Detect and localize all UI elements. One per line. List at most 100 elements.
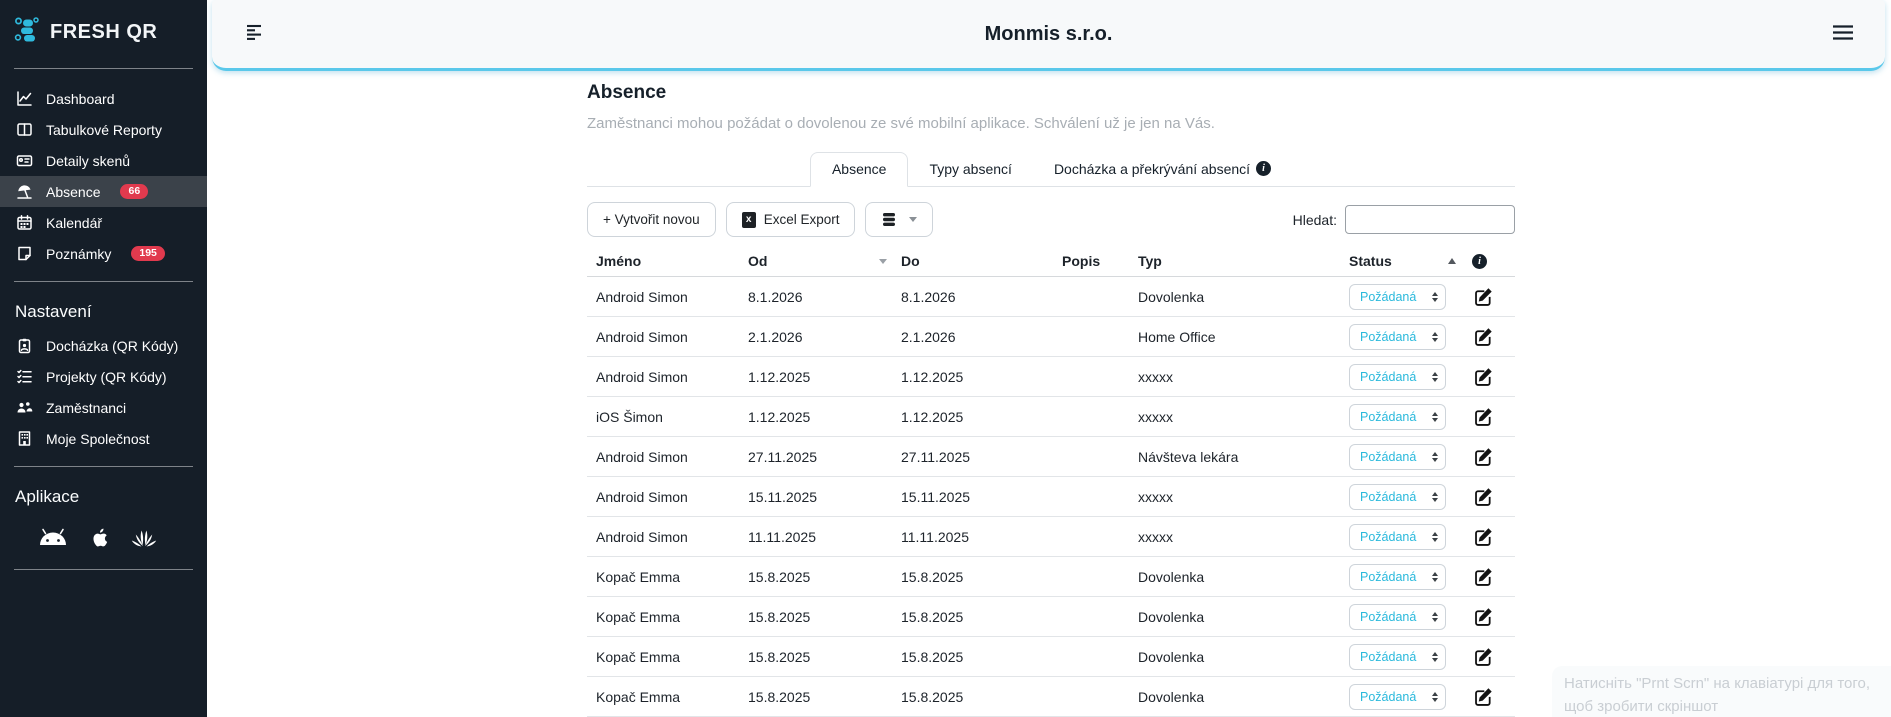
sidebar-item-label: Detaily skenů bbox=[46, 152, 131, 169]
screenshot-hint-overlay: Натисніть "Prnt Scrn" на клавіатурі для … bbox=[1552, 666, 1891, 717]
sort-caret-od-icon[interactable] bbox=[879, 258, 887, 264]
create-new-button[interactable]: + Vytvořit novou bbox=[587, 202, 716, 237]
edit-button[interactable] bbox=[1472, 285, 1495, 308]
column-header-info[interactable]: i bbox=[1472, 253, 1524, 269]
excel-file-icon: x bbox=[741, 211, 756, 228]
tab-typy-absenci[interactable]: Typy absencí bbox=[908, 152, 1033, 186]
status-select[interactable]: Požádaná bbox=[1349, 443, 1446, 470]
apple-app-icon[interactable] bbox=[91, 525, 108, 551]
app-links bbox=[0, 515, 207, 563]
cell-status: Požádaná bbox=[1349, 363, 1472, 390]
edit-button[interactable] bbox=[1472, 645, 1495, 668]
absence-table: Jméno Od Do Popis Typ Status i bbox=[587, 246, 1515, 717]
column-header-typ[interactable]: Typ bbox=[1138, 253, 1162, 269]
status-select[interactable]: Požádaná bbox=[1349, 683, 1446, 710]
status-select[interactable]: Požádaná bbox=[1349, 363, 1446, 390]
toolbar: + Vytvořit novou x Excel Export bbox=[587, 202, 1515, 237]
column-header-jmeno[interactable]: Jméno bbox=[596, 253, 642, 269]
cell-jmeno: iOS Šimon bbox=[596, 408, 663, 425]
sidebar-item-label: Docházka (QR Kódy) bbox=[46, 337, 179, 354]
sidebar-item-dashboard[interactable]: Dashboard bbox=[0, 83, 207, 114]
company-title: Monmis s.r.o. bbox=[984, 22, 1113, 45]
tab-dochazka-a-prekryvani-absenci[interactable]: Docházka a překrývání absencí i bbox=[1033, 152, 1292, 186]
excel-export-button[interactable]: x Excel Export bbox=[725, 202, 856, 237]
calendar-icon bbox=[15, 214, 33, 232]
table-header-row: Jméno Od Do Popis Typ Status i bbox=[587, 246, 1515, 277]
cell-do: 15.8.2025 bbox=[901, 608, 964, 625]
edit-button[interactable] bbox=[1472, 325, 1495, 348]
edit-button[interactable] bbox=[1472, 485, 1495, 508]
sidebar-toggle-icon[interactable] bbox=[242, 20, 269, 48]
cell-od: 15.8.2025 bbox=[748, 688, 811, 705]
edit-button[interactable] bbox=[1472, 365, 1495, 388]
sidebar-item-moje-spolecnost[interactable]: Moje Společnost bbox=[0, 423, 207, 454]
cell-status: Požádaná bbox=[1349, 403, 1472, 430]
status-select[interactable]: Požádaná bbox=[1349, 523, 1446, 550]
sidebar-item-kalendar[interactable]: Kalendář bbox=[0, 207, 207, 238]
edit-button[interactable] bbox=[1472, 565, 1495, 588]
edit-button[interactable] bbox=[1472, 685, 1495, 708]
search-input[interactable] bbox=[1345, 205, 1515, 234]
sort-asc-status-icon[interactable] bbox=[1448, 258, 1456, 264]
cell-typ: xxxxx bbox=[1138, 528, 1173, 545]
cell-actions bbox=[1472, 605, 1524, 629]
columns-dropdown-button[interactable] bbox=[865, 202, 934, 237]
tab-label: Docházka a překrývání absencí bbox=[1053, 160, 1251, 177]
status-select[interactable]: Požádaná bbox=[1349, 603, 1446, 630]
cell-typ: Dovolenka bbox=[1138, 688, 1205, 705]
tab-info-icon[interactable]: i bbox=[1256, 161, 1272, 176]
stack-icon bbox=[881, 212, 897, 227]
table-row: Kopač Emma 15.8.2025 15.8.2025 Dovolenka Po… bbox=[587, 557, 1515, 597]
cell-od: 1.12.2025 bbox=[748, 408, 811, 425]
table-row: Android Simon 15.11.2025 15.11.2025 xxxxx P… bbox=[587, 477, 1515, 517]
cell-do: 2.1.2026 bbox=[901, 328, 956, 345]
status-select[interactable]: Požádaná bbox=[1349, 283, 1446, 310]
column-header-od[interactable]: Od bbox=[748, 253, 901, 269]
cell-od: 15.8.2025 bbox=[748, 608, 811, 625]
cell-typ: xxxxx bbox=[1138, 408, 1173, 425]
huawei-app-icon[interactable] bbox=[131, 525, 157, 551]
sidebar-item-tabulkove-reporty[interactable]: Tabulkové Reporty bbox=[0, 114, 207, 145]
cell-actions bbox=[1472, 285, 1524, 309]
table-row: Kopač Emma 15.8.2025 15.8.2025 Dovolenka Po… bbox=[587, 677, 1515, 717]
sidebar-item-zamestnanci[interactable]: Zaměstnanci bbox=[0, 392, 207, 423]
count-badge: 66 bbox=[120, 183, 149, 200]
brand-logo[interactable]: FRESH QR bbox=[0, 0, 207, 62]
column-header-popis[interactable]: Popis bbox=[1062, 253, 1101, 269]
column-header-status[interactable]: Status bbox=[1349, 253, 1472, 269]
status-select[interactable]: Požádaná bbox=[1349, 483, 1446, 510]
sidebar-item-detaily-skenu[interactable]: Detaily skenů bbox=[0, 145, 207, 176]
sidebar-item-poznamky[interactable]: Poznámky 195 bbox=[0, 238, 207, 269]
tab-absence[interactable]: Absence bbox=[809, 152, 909, 187]
sidebar-divider bbox=[14, 569, 193, 570]
sidebar-item-projekty-qr-kody[interactable]: Projekty (QR Kódy) bbox=[0, 361, 207, 392]
cell-status: Požádaná bbox=[1349, 283, 1472, 310]
edit-button[interactable] bbox=[1472, 605, 1495, 628]
cell-typ: Dovolenka bbox=[1138, 568, 1205, 585]
cell-od: 11.11.2025 bbox=[748, 528, 816, 545]
sidebar-item-label: Dashboard bbox=[46, 90, 115, 107]
cell-actions bbox=[1472, 485, 1524, 509]
status-select[interactable]: Požádaná bbox=[1349, 323, 1446, 350]
status-select[interactable]: Požádaná bbox=[1349, 563, 1446, 590]
count-badge: 195 bbox=[131, 245, 165, 262]
chart-line-icon bbox=[15, 90, 33, 108]
column-header-do[interactable]: Do bbox=[901, 253, 920, 269]
edit-button[interactable] bbox=[1472, 445, 1495, 468]
menu-hamburger-icon[interactable] bbox=[1829, 21, 1857, 47]
table-info-icon[interactable]: i bbox=[1472, 253, 1487, 269]
select-stepper-icon bbox=[1432, 651, 1438, 662]
status-value: Požádaná bbox=[1360, 329, 1417, 344]
android-app-icon[interactable] bbox=[38, 525, 68, 551]
status-select[interactable]: Požádaná bbox=[1349, 643, 1446, 670]
cell-do: 27.11.2025 bbox=[901, 448, 971, 465]
chevron-down-icon bbox=[909, 217, 918, 222]
status-select[interactable]: Požádaná bbox=[1349, 403, 1446, 430]
sidebar-item-dochazka-qr-kody[interactable]: Docházka (QR Kódy) bbox=[0, 330, 207, 361]
sidebar-item-label: Tabulkové Reporty bbox=[46, 121, 162, 138]
sidebar-item-absence[interactable]: Absence 66 bbox=[0, 176, 207, 207]
edit-button[interactable] bbox=[1472, 405, 1495, 428]
table-columns-icon bbox=[15, 121, 33, 139]
cell-actions bbox=[1472, 325, 1524, 349]
edit-button[interactable] bbox=[1472, 525, 1495, 548]
